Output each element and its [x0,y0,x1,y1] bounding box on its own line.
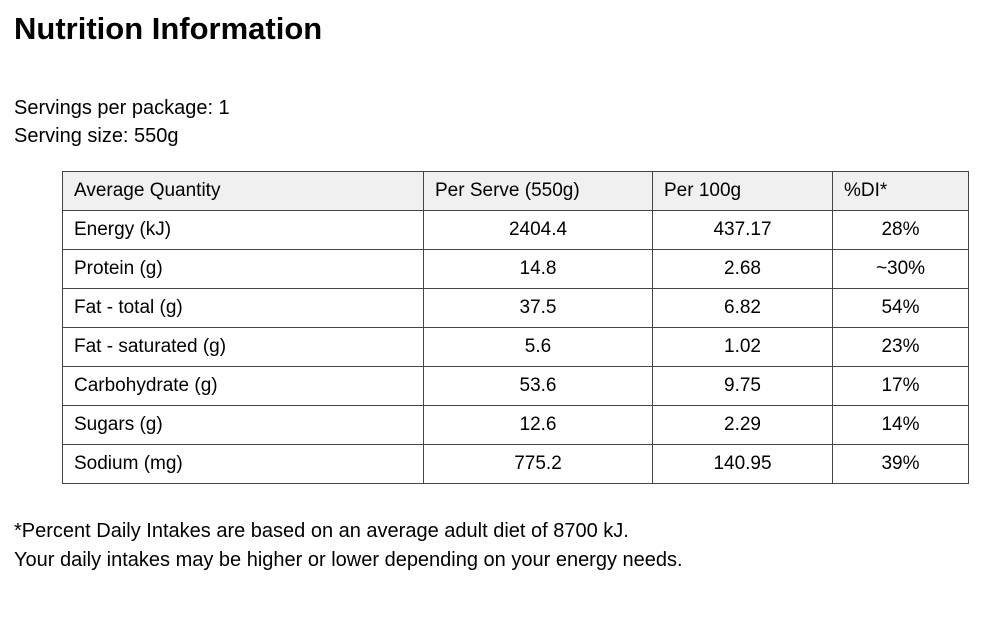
per-serve-value-cell: 2404.4 [423,210,653,250]
per-serve-value-cell: 12.6 [423,405,653,445]
table-row-sodium: Sodium (mg) 775.2 140.95 39% [62,444,969,484]
per-100g-value-cell: 9.75 [652,366,833,406]
nutrient-name-cell: Protein (g) [62,249,424,289]
table-header-row: Average Quantity Per Serve (550g) Per 10… [62,171,969,211]
daily-intake-value-cell: 28% [832,210,969,250]
nutrient-name-cell: Fat - saturated (g) [62,327,424,367]
per-100g-value-cell: 437.17 [652,210,833,250]
per-serve-value-cell: 37.5 [423,288,653,328]
page-title: Nutrition Information [14,11,323,46]
per-serve-value-cell: 775.2 [423,444,653,484]
column-header-daily-intake: %DI* [832,171,969,211]
nutrient-name-cell: Fat - total (g) [62,288,424,328]
serving-size-text: Serving size: 550g [14,125,179,147]
footnote-line-energy-needs: Your daily intakes may be higher or lowe… [14,549,683,571]
nutrient-name-cell: Sugars (g) [62,405,424,445]
footnote-block: *Percent Daily Intakes are based on an a… [14,517,1007,575]
table-row-energy: Energy (kJ) 2404.4 437.17 28% [62,210,969,250]
table-row-fat-saturated: Fat - saturated (g) 5.6 1.02 23% [62,327,969,367]
table-row-carbohydrate: Carbohydrate (g) 53.6 9.75 17% [62,366,969,406]
per-serve-value-cell: 14.8 [423,249,653,289]
daily-intake-value-cell: 17% [832,366,969,406]
per-100g-value-cell: 1.02 [652,327,833,367]
nutrient-name-cell: Sodium (mg) [62,444,424,484]
per-100g-value-cell: 6.82 [652,288,833,328]
servings-per-package-text: Servings per package: 1 [14,97,230,119]
table-row-sugars: Sugars (g) 12.6 2.29 14% [62,405,969,445]
per-serve-value-cell: 5.6 [423,327,653,367]
daily-intake-value-cell: 39% [832,444,969,484]
per-100g-value-cell: 2.29 [652,405,833,445]
nutrient-name-cell: Energy (kJ) [62,210,424,250]
daily-intake-value-cell: 14% [832,405,969,445]
table-row-protein: Protein (g) 14.8 2.68 ~30% [62,249,969,289]
serving-info-block: Servings per package: 1 Serving size: 55… [14,94,1007,150]
column-header-per-100g: Per 100g [652,171,833,211]
column-header-average-quantity: Average Quantity [62,171,424,211]
daily-intake-value-cell: ~30% [832,249,969,289]
table-row-fat-total: Fat - total (g) 37.5 6.82 54% [62,288,969,328]
daily-intake-value-cell: 23% [832,327,969,367]
nutrient-name-cell: Carbohydrate (g) [62,366,424,406]
nutrition-table: Average Quantity Per Serve (550g) Per 10… [62,171,969,484]
per-serve-value-cell: 53.6 [423,366,653,406]
column-header-per-serve: Per Serve (550g) [423,171,653,211]
per-100g-value-cell: 140.95 [652,444,833,484]
per-100g-value-cell: 2.68 [652,249,833,289]
footnote-line-daily-intakes: *Percent Daily Intakes are based on an a… [14,520,629,542]
daily-intake-value-cell: 54% [832,288,969,328]
